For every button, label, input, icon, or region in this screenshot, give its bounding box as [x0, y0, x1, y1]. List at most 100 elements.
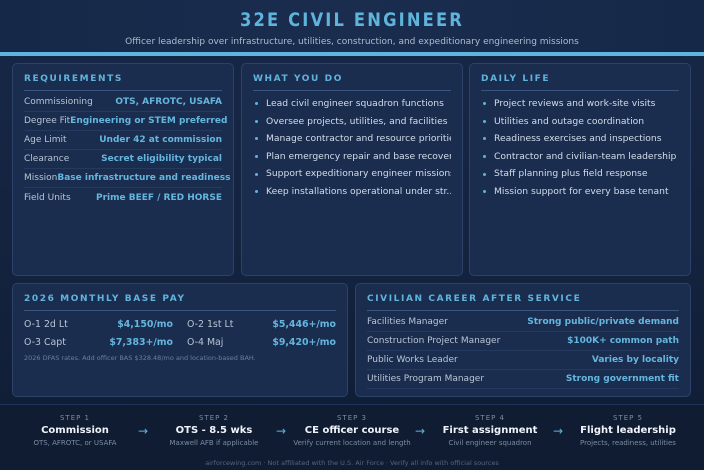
requirement-value: Prime BEEF / RED HORSE	[95, 192, 222, 203]
bullet-icon	[255, 137, 258, 141]
pay-panel: 2026 MONTHLY BASE PAY O-1 2d Lt $4,150/mo…	[12, 283, 348, 397]
requirement-row: Field Units Prime BEEF / RED HORSE	[24, 188, 222, 207]
pay-title: 2026 MONTHLY BASE PAY	[24, 294, 336, 311]
requirements-panel: REQUIREMENTS Commissioning OTS, AFROTC, U…	[12, 63, 234, 276]
page-title: 32E CIVIL ENGINEER	[239, 9, 465, 31]
bullet-icon	[483, 102, 486, 106]
step-number: STEP 1	[59, 414, 91, 422]
arrow-right-icon: →	[553, 424, 564, 438]
step-subtitle: OTS, AFROTC, or USAFA	[33, 439, 117, 447]
step-3: STEP 3 CE officer course Verify current …	[287, 414, 417, 447]
step-title: CE officer course	[304, 425, 400, 436]
civilian-row: Utilities Program Manager Strong governme…	[367, 370, 679, 389]
arrow-right-icon: →	[138, 424, 149, 438]
bullet-icon	[255, 155, 258, 159]
bullet-icon	[483, 190, 486, 194]
step-2: STEP 2 OTS - 8.5 wks Maxwell AFB if appl…	[149, 414, 279, 447]
pay-amount: $5,446+/mo	[272, 318, 336, 330]
step-number: STEP 2	[198, 414, 230, 422]
bullet-icon	[483, 172, 486, 176]
civilian-outlook: $100K+ common path	[567, 336, 679, 346]
site-footer: airforcewing.com · Not affiliated with t…	[205, 459, 499, 467]
list-item: Oversee projects, utilities, and facilit…	[253, 113, 451, 131]
requirement-label: Mission	[24, 173, 58, 183]
pay-grade: O-2 1st Lt	[187, 318, 234, 330]
step-title: Flight leadership	[580, 425, 676, 436]
step-number: STEP 5	[612, 414, 644, 422]
header-divider	[0, 52, 704, 56]
requirement-label: Clearance	[24, 154, 70, 164]
pay-cell: O-1 2d Lt $4,150/mo	[24, 315, 173, 333]
bullet-icon	[483, 119, 486, 123]
requirement-row: Age Limit Under 42 at commission	[24, 131, 222, 150]
requirement-value: OTS, AFROTC, USAFA	[115, 97, 222, 107]
career-path-steps: STEP 1 Commission OTS, AFROTC, or USAFA …	[0, 404, 704, 470]
bullet-icon	[255, 190, 258, 194]
list-item: Mission support for every base tenant	[481, 183, 679, 201]
civilian-outlook: Strong public/private demand	[527, 317, 679, 327]
pay-amount: $7,383+/mo	[109, 336, 173, 348]
what-you-do-panel: WHAT YOU DO Lead civil engineer squadron…	[241, 63, 463, 276]
pay-grade: O-4 Maj	[187, 336, 224, 348]
daily-life-panel: DAILY LIFE Project reviews and work-site…	[469, 63, 691, 276]
step-subtitle: Verify current location and length	[293, 439, 411, 447]
pay-amount: $4,150/mo	[117, 318, 173, 330]
civilian-role: Construction Project Manager	[367, 336, 501, 346]
step-title: Commission	[41, 425, 109, 436]
requirement-label: Age Limit	[24, 135, 67, 145]
list-item: Utilities and outage coordination	[481, 113, 679, 131]
civilian-outlook: Strong government fit	[565, 374, 679, 384]
bullet-icon	[483, 137, 486, 141]
bullet-icon	[255, 119, 258, 123]
pay-cell: O-3 Capt $7,383+/mo	[24, 333, 173, 351]
list-item: Keep installations operational under str…	[253, 183, 451, 201]
arrow-right-icon: →	[276, 424, 287, 438]
pay-amount: $9,420+/mo	[272, 336, 336, 348]
page-header: 32E CIVIL ENGINEER Officer leadership ov…	[0, 0, 704, 53]
requirements-title: REQUIREMENTS	[24, 74, 222, 91]
pay-grade: O-3 Capt	[24, 336, 66, 348]
pay-footnote: 2026 DFAS rates. Add officer BAS $328.48…	[24, 354, 256, 362]
civilian-role: Public Works Leader	[367, 355, 458, 365]
list-item: Manage contractor and resource prioritie…	[253, 130, 451, 148]
requirement-value: Secret eligibility typical	[101, 154, 222, 164]
step-4: STEP 4 First assignment Civil engineer s…	[425, 414, 555, 447]
step-subtitle: Civil engineer squadron	[448, 439, 532, 447]
bullet-icon	[255, 172, 258, 176]
list-item: Contractor and civilian-team leadership	[481, 148, 679, 166]
civilian-row: Public Works Leader Varies by locality	[367, 351, 679, 370]
step-title: First assignment	[442, 425, 538, 436]
civilian-row: Facilities Manager Strong public/private …	[367, 313, 679, 332]
list-item: Project reviews and work-site visits	[481, 95, 679, 113]
civilian-career-panel: CIVILIAN CAREER AFTER SERVICE Facilities…	[355, 283, 691, 397]
requirement-row: Mission Base infrastructure and readiness	[24, 169, 230, 188]
requirement-row: Degree Fit Engineering or STEM preferred	[24, 112, 227, 131]
list-item: Lead civil engineer squadron functions	[253, 95, 451, 113]
civilian-outlook: Varies by locality	[591, 355, 679, 365]
civilian-role: Facilities Manager	[367, 317, 448, 327]
daily-life-title: DAILY LIFE	[481, 74, 679, 91]
civilian-row: Construction Project Manager $100K+ commo…	[367, 332, 679, 351]
bullet-icon	[255, 102, 258, 106]
step-5: STEP 5 Flight leadership Projects, readi…	[563, 414, 693, 447]
requirement-value: Engineering or STEM preferred	[70, 116, 228, 126]
page-subtitle: Officer leadership over infrastructure, …	[125, 37, 579, 47]
step-number: STEP 4	[474, 414, 506, 422]
pay-cell: O-4 Maj $9,420+/mo	[187, 333, 336, 351]
list-item: Support expeditionary engineer missions	[253, 165, 451, 183]
list-item: Plan emergency repair and base recovery	[253, 148, 451, 166]
civilian-role: Utilities Program Manager	[367, 374, 485, 384]
list-item: Readiness exercises and inspections	[481, 130, 679, 148]
step-subtitle: Maxwell AFB if applicable	[169, 439, 259, 447]
requirement-value: Base infrastructure and readiness	[57, 173, 231, 183]
arrow-right-icon: →	[415, 424, 426, 438]
civilian-title: CIVILIAN CAREER AFTER SERVICE	[367, 294, 679, 311]
requirement-value: Under 42 at commission	[99, 135, 222, 145]
list-item: Staff planning plus field response	[481, 165, 679, 183]
step-1: STEP 1 Commission OTS, AFROTC, or USAFA	[10, 414, 140, 447]
pay-grade: O-1 2d Lt	[24, 318, 68, 330]
requirement-label: Commissioning	[24, 97, 93, 107]
step-number: STEP 3	[336, 414, 368, 422]
what-you-do-title: WHAT YOU DO	[253, 74, 451, 91]
requirement-label: Field Units	[24, 192, 71, 203]
